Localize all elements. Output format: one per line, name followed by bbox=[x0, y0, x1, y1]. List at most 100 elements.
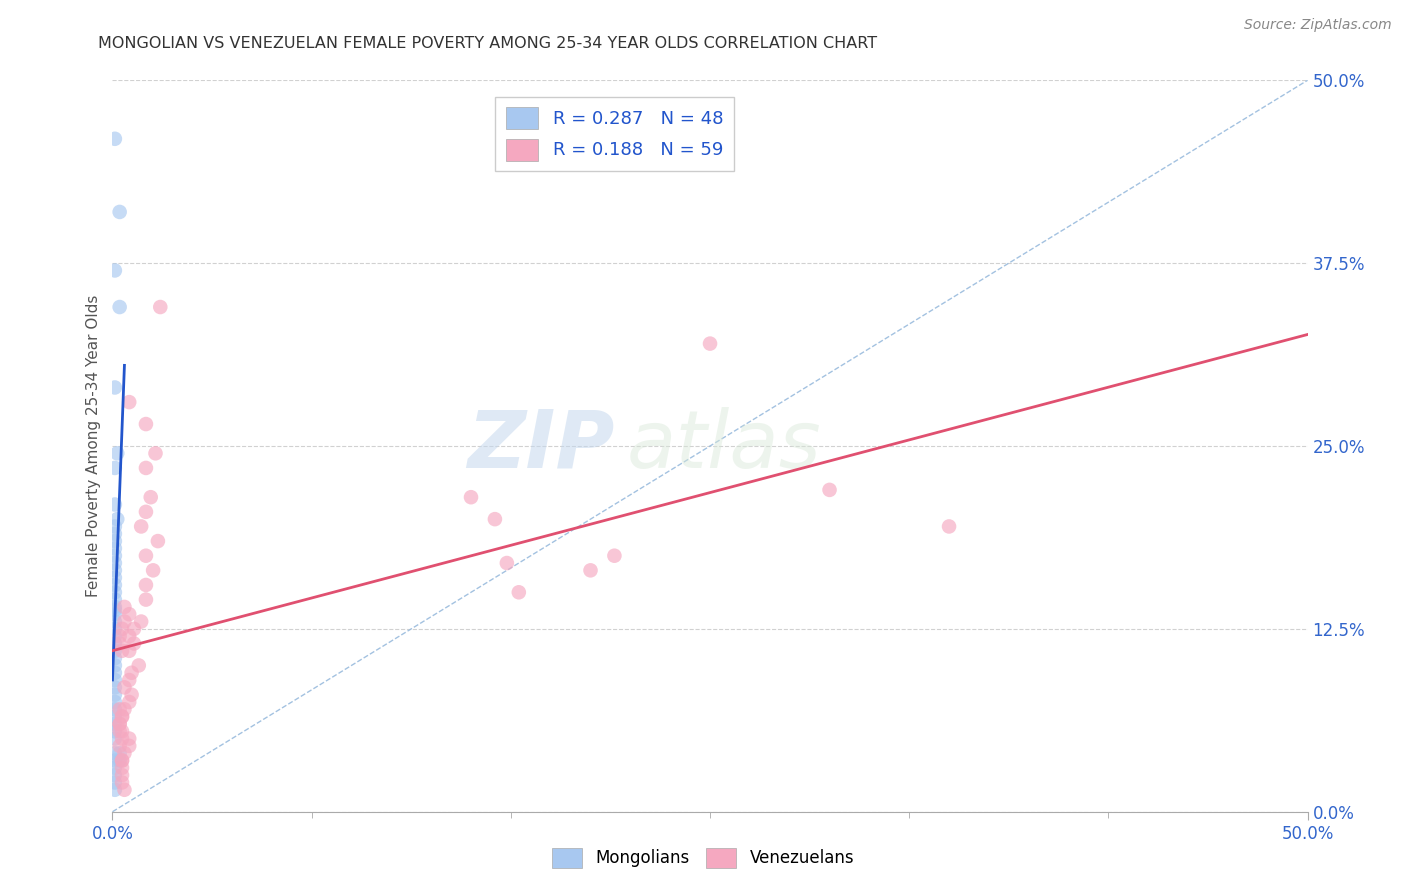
Legend: Mongolians, Venezuelans: Mongolians, Venezuelans bbox=[546, 841, 860, 875]
Point bbox=[108, 636, 131, 650]
Point bbox=[135, 592, 157, 607]
Point bbox=[104, 629, 127, 643]
Point bbox=[105, 446, 128, 460]
Point bbox=[108, 300, 131, 314]
Point bbox=[108, 724, 131, 739]
Point bbox=[108, 754, 131, 768]
Point bbox=[114, 702, 135, 716]
Point bbox=[111, 644, 134, 658]
Point bbox=[108, 205, 131, 219]
Point bbox=[104, 775, 127, 789]
Point bbox=[121, 665, 143, 680]
Text: Source: ZipAtlas.com: Source: ZipAtlas.com bbox=[1244, 18, 1392, 32]
Point bbox=[135, 505, 157, 519]
Point bbox=[146, 534, 169, 549]
Point bbox=[699, 336, 721, 351]
Point bbox=[105, 512, 128, 526]
Point bbox=[118, 629, 141, 643]
Point bbox=[104, 709, 127, 723]
Point bbox=[122, 636, 145, 650]
Point bbox=[104, 607, 127, 622]
Point bbox=[104, 380, 127, 394]
Text: atlas: atlas bbox=[627, 407, 821, 485]
Point bbox=[104, 603, 127, 617]
Point bbox=[818, 483, 841, 497]
Point bbox=[135, 461, 157, 475]
Point bbox=[484, 512, 506, 526]
Point bbox=[104, 592, 127, 607]
Point bbox=[108, 629, 131, 643]
Point bbox=[104, 563, 127, 577]
Point bbox=[111, 709, 134, 723]
Point bbox=[129, 519, 152, 533]
Point bbox=[104, 461, 127, 475]
Point bbox=[603, 549, 626, 563]
Point bbox=[108, 702, 131, 716]
Point bbox=[111, 731, 134, 746]
Point bbox=[104, 695, 127, 709]
Point bbox=[118, 673, 141, 687]
Point bbox=[460, 490, 482, 504]
Text: MONGOLIAN VS VENEZUELAN FEMALE POVERTY AMONG 25-34 YEAR OLDS CORRELATION CHART: MONGOLIAN VS VENEZUELAN FEMALE POVERTY A… bbox=[98, 36, 877, 51]
Point bbox=[114, 681, 135, 695]
Point bbox=[135, 417, 157, 431]
Point bbox=[111, 768, 134, 782]
Point bbox=[104, 615, 127, 629]
Point bbox=[104, 681, 127, 695]
Point bbox=[142, 563, 165, 577]
Point bbox=[104, 717, 127, 731]
Point bbox=[104, 636, 127, 650]
Point bbox=[104, 599, 127, 614]
Point bbox=[114, 615, 135, 629]
Point bbox=[108, 746, 131, 760]
Point bbox=[128, 658, 150, 673]
Point bbox=[111, 761, 134, 775]
Point bbox=[122, 622, 145, 636]
Point bbox=[104, 688, 127, 702]
Point bbox=[118, 739, 141, 753]
Point bbox=[938, 519, 960, 533]
Point bbox=[145, 446, 167, 460]
Point bbox=[508, 585, 530, 599]
Point bbox=[108, 717, 131, 731]
Point bbox=[118, 395, 141, 409]
Point bbox=[104, 754, 127, 768]
Point bbox=[121, 688, 143, 702]
Point bbox=[111, 724, 134, 739]
Text: ZIP: ZIP bbox=[467, 407, 614, 485]
Point bbox=[104, 665, 127, 680]
Point bbox=[104, 673, 127, 687]
Point bbox=[114, 599, 135, 614]
Point bbox=[104, 498, 127, 512]
Point bbox=[104, 651, 127, 665]
Point bbox=[104, 571, 127, 585]
Point bbox=[104, 761, 127, 775]
Point bbox=[104, 782, 127, 797]
Point bbox=[149, 300, 172, 314]
Point bbox=[104, 578, 127, 592]
Point bbox=[496, 556, 519, 570]
Point bbox=[104, 768, 127, 782]
Point bbox=[118, 607, 141, 622]
Point bbox=[108, 739, 131, 753]
Point bbox=[104, 541, 127, 556]
Point bbox=[114, 746, 135, 760]
Point bbox=[104, 658, 127, 673]
Point bbox=[139, 490, 162, 504]
Point bbox=[111, 622, 134, 636]
Point bbox=[118, 695, 141, 709]
Point bbox=[104, 263, 127, 277]
Point bbox=[104, 731, 127, 746]
Point bbox=[114, 782, 135, 797]
Legend: R = 0.287   N = 48, R = 0.188   N = 59: R = 0.287 N = 48, R = 0.188 N = 59 bbox=[495, 96, 734, 171]
Point bbox=[111, 754, 134, 768]
Point bbox=[135, 549, 157, 563]
Y-axis label: Female Poverty Among 25-34 Year Olds: Female Poverty Among 25-34 Year Olds bbox=[86, 295, 101, 597]
Point bbox=[104, 534, 127, 549]
Point bbox=[135, 578, 157, 592]
Point bbox=[104, 526, 127, 541]
Point bbox=[104, 519, 127, 533]
Point bbox=[104, 549, 127, 563]
Point bbox=[104, 702, 127, 716]
Point bbox=[118, 731, 141, 746]
